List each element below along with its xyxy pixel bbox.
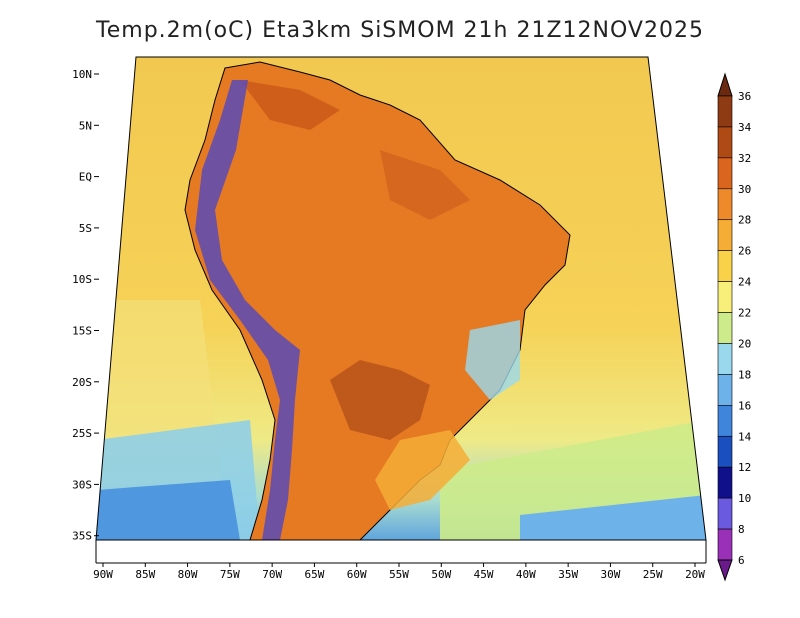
lon-label: 85W xyxy=(135,568,155,581)
colorbar-label: 20 xyxy=(738,337,751,350)
lon-label: 35W xyxy=(558,568,578,581)
colorbar-label: 30 xyxy=(738,183,751,196)
lon-label: 30W xyxy=(600,568,620,581)
lat-label: 10S xyxy=(72,273,92,286)
colorbar-swatch xyxy=(717,250,733,282)
lat-label: 20S xyxy=(72,376,92,389)
lon-label: 25W xyxy=(643,568,663,581)
colorbar-bottom-arrow xyxy=(717,559,733,582)
lat-label: 15S xyxy=(72,325,92,338)
lat-label: 10N xyxy=(72,68,92,81)
lat-label: EQ xyxy=(79,171,92,184)
colorbar-swatch xyxy=(717,343,733,375)
lat-label: 25S xyxy=(72,427,92,440)
lat-label: 30S xyxy=(72,478,92,491)
colorbar-label: 16 xyxy=(738,399,751,412)
colorbar-label: 24 xyxy=(738,276,752,289)
temperature-field xyxy=(96,57,706,540)
colorbar-swatch xyxy=(717,312,733,344)
colorbar-label: 32 xyxy=(738,152,751,165)
colorbar-label: 36 xyxy=(738,90,751,103)
map-title: Temp.2m(oC) Eta3km SiSMOM 21h 21Z12NOV20… xyxy=(96,18,704,43)
lat-label: 5N xyxy=(79,119,92,132)
colorbar-swatch xyxy=(717,219,733,251)
lon-label: 70W xyxy=(262,568,282,581)
lon-label: 65W xyxy=(304,568,324,581)
lon-label: 50W xyxy=(431,568,451,581)
colorbar-label: 14 xyxy=(738,430,752,443)
colorbar-swatch xyxy=(717,281,733,313)
lon-label: 75W xyxy=(220,568,240,581)
colorbar-swatch xyxy=(717,497,733,530)
colorbar-swatch xyxy=(717,188,733,221)
colorbar-swatch xyxy=(717,95,733,128)
lon-label: 90W xyxy=(93,568,113,581)
colorbar-swatch xyxy=(717,126,733,159)
andes-cold-band xyxy=(195,80,300,540)
lon-label: 55W xyxy=(389,568,409,581)
colorbar-label: 18 xyxy=(738,368,751,381)
colorbar-top-arrow xyxy=(717,72,733,97)
colorbar-swatch xyxy=(717,435,733,468)
colorbar-swatch xyxy=(717,405,733,437)
longitude-labels: 90W 85W 80W 75W 70W 65W 60W 55W 50W 45W 40W 35W 30W 2… xyxy=(93,563,705,581)
lon-label: 80W xyxy=(178,568,198,581)
colorbar-label: 12 xyxy=(738,461,751,474)
colorbar-swatch xyxy=(717,528,733,561)
colorbar-label: 22 xyxy=(738,307,751,320)
colorbar-label: 26 xyxy=(738,245,751,258)
colorbar-label: 6 xyxy=(738,554,745,567)
colorbar-label: 34 xyxy=(738,121,752,134)
colorbar-label: 10 xyxy=(738,492,751,505)
colorbar-label: 28 xyxy=(738,214,751,227)
lat-label: 35S xyxy=(72,530,92,543)
colorbar-swatch xyxy=(717,466,733,499)
lon-label: 20W xyxy=(685,568,705,581)
lat-label: 5S xyxy=(79,222,92,235)
colorbar-swatch xyxy=(717,157,733,190)
colorbar: 36 34 32 30 28 26 24 22 20 18 16 14 12 10 8 6 xyxy=(717,72,752,582)
lon-label: 45W xyxy=(474,568,494,581)
lon-label: 40W xyxy=(516,568,536,581)
lon-label: 60W xyxy=(347,568,367,581)
colorbar-label: 8 xyxy=(738,523,745,536)
colorbar-swatch xyxy=(717,374,733,406)
latitude-labels: 10N 5N EQ 5S 10S 15S 20S 25S 30S 35S xyxy=(72,68,99,543)
